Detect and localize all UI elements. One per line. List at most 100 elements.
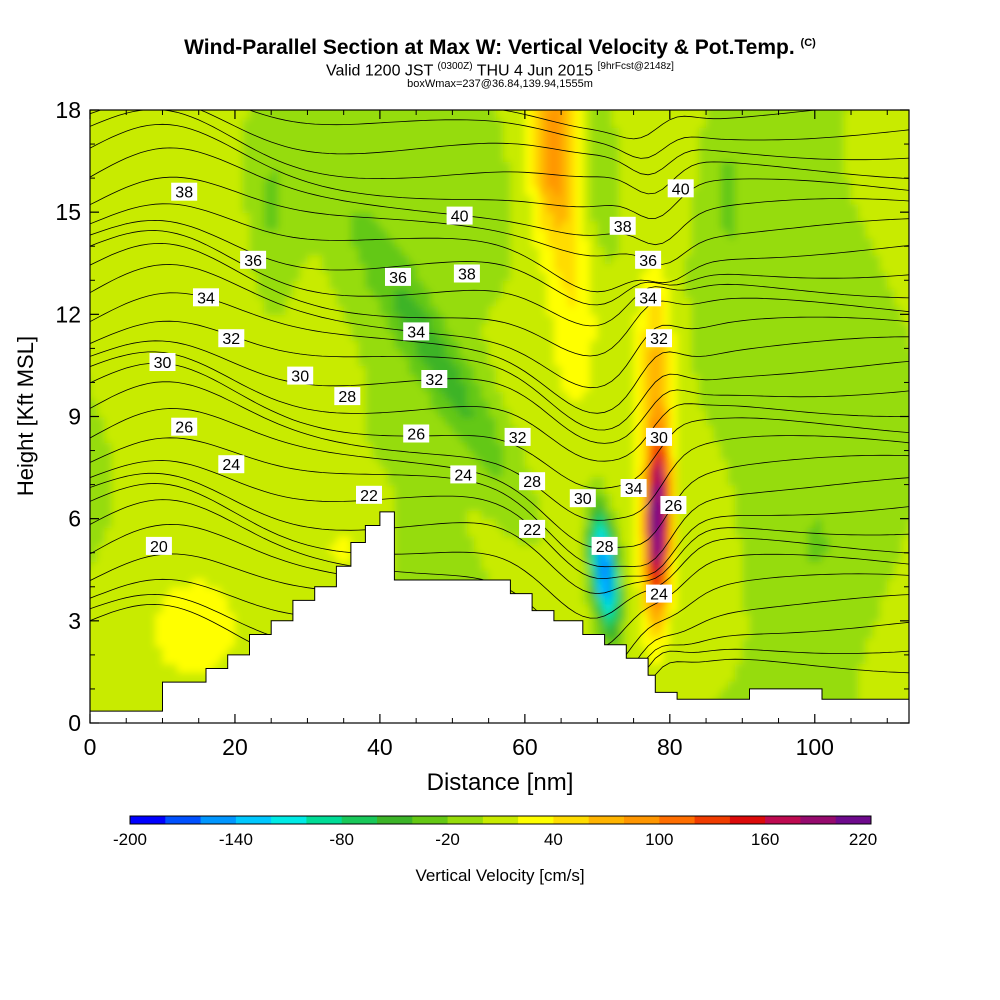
velocity-cell — [184, 280, 193, 290]
velocity-cell — [184, 535, 193, 545]
velocity-cell — [198, 467, 207, 477]
velocity-cell — [510, 288, 519, 299]
velocity-cell — [553, 416, 562, 426]
velocity-cell — [481, 365, 490, 375]
velocity-cell — [517, 578, 526, 588]
velocity-cell — [517, 297, 526, 307]
velocity-cell — [242, 544, 251, 554]
velocity-cell — [235, 578, 243, 588]
velocity-cell — [263, 629, 272, 639]
velocity-cell — [191, 442, 200, 452]
velocity-cell — [285, 552, 294, 562]
velocity-cell — [372, 212, 381, 222]
velocity-cell — [387, 186, 396, 196]
velocity-cell — [250, 732, 258, 741]
velocity-cell — [169, 391, 178, 401]
velocity-cell — [97, 237, 106, 247]
velocity-cell — [177, 331, 185, 341]
velocity-cell — [169, 620, 178, 631]
velocity-cell — [307, 433, 316, 443]
velocity-cell — [488, 254, 497, 264]
velocity-cell — [488, 552, 497, 562]
velocity-cell — [213, 450, 222, 460]
velocity-cell — [539, 93, 547, 102]
velocity-cell — [271, 382, 280, 392]
velocity-cell — [517, 339, 526, 350]
velocity-cell — [235, 501, 243, 511]
velocity-cell — [198, 373, 207, 384]
velocity-cell — [162, 229, 171, 239]
velocity-cell — [437, 271, 446, 282]
velocity-cell — [459, 322, 468, 333]
velocity-cell — [126, 510, 135, 520]
velocity-cell — [423, 459, 432, 469]
velocity-cell — [488, 305, 497, 316]
velocity-cell — [546, 118, 555, 128]
velocity-cell — [546, 280, 555, 290]
velocity-cell — [532, 186, 541, 196]
velocity-cell — [408, 127, 417, 137]
velocity-cell — [155, 671, 164, 682]
velocity-cell — [350, 442, 359, 452]
velocity-cell — [321, 203, 330, 213]
velocity-cell — [148, 612, 156, 622]
velocity-cell — [510, 723, 518, 732]
velocity-cell — [104, 450, 113, 460]
velocity-cell — [184, 322, 193, 333]
velocity-cell — [148, 280, 156, 290]
velocity-cell — [495, 467, 504, 477]
velocity-cell — [278, 433, 287, 443]
velocity-cell — [278, 93, 286, 102]
velocity-cell — [177, 732, 185, 741]
velocity-cell — [321, 561, 330, 571]
velocity-cell — [343, 263, 352, 273]
velocity-cell — [227, 476, 236, 486]
velocity-cell — [249, 152, 258, 162]
velocity-cell — [496, 93, 504, 102]
velocity-cell — [300, 399, 309, 409]
velocity-cell — [503, 110, 512, 120]
velocity-cell — [242, 339, 251, 350]
velocity-cell — [256, 237, 265, 247]
velocity-cell — [329, 161, 338, 171]
velocity-cell — [111, 348, 120, 358]
velocity-cell — [358, 373, 367, 384]
velocity-cell — [278, 569, 287, 580]
velocity-cell — [503, 450, 512, 460]
velocity-cell — [329, 246, 338, 256]
velocity-cell — [423, 254, 432, 264]
velocity-cell — [126, 476, 135, 486]
velocity-cell — [126, 144, 135, 154]
velocity-cell — [155, 612, 164, 622]
velocity-cell — [148, 450, 156, 460]
velocity-cell — [97, 229, 106, 239]
velocity-cell — [372, 348, 381, 358]
velocity-cell — [104, 271, 113, 282]
velocity-cell — [431, 723, 439, 732]
velocity-cell — [177, 152, 185, 162]
velocity-cell — [133, 493, 142, 503]
velocity-cell — [343, 484, 352, 494]
velocity-cell — [394, 408, 403, 418]
velocity-cell — [285, 263, 294, 273]
velocity-cell — [532, 144, 541, 154]
velocity-cell — [104, 297, 113, 307]
velocity-cell — [220, 518, 229, 528]
velocity-cell — [227, 271, 236, 282]
velocity-cell — [546, 561, 555, 571]
velocity-cell — [401, 195, 410, 205]
velocity-cell — [379, 459, 388, 469]
velocity-cell — [553, 493, 562, 503]
velocity-cell — [227, 322, 236, 333]
velocity-cell — [329, 425, 338, 435]
velocity-cell — [379, 433, 388, 443]
velocity-cell — [437, 152, 446, 162]
velocity-cell — [350, 425, 359, 435]
velocity-cell — [111, 603, 120, 614]
velocity-cell — [242, 484, 251, 494]
velocity-cell — [481, 493, 490, 503]
velocity-cell — [459, 186, 468, 196]
velocity-cell — [198, 161, 207, 171]
velocity-cell — [292, 127, 301, 137]
velocity-cell — [300, 450, 309, 460]
